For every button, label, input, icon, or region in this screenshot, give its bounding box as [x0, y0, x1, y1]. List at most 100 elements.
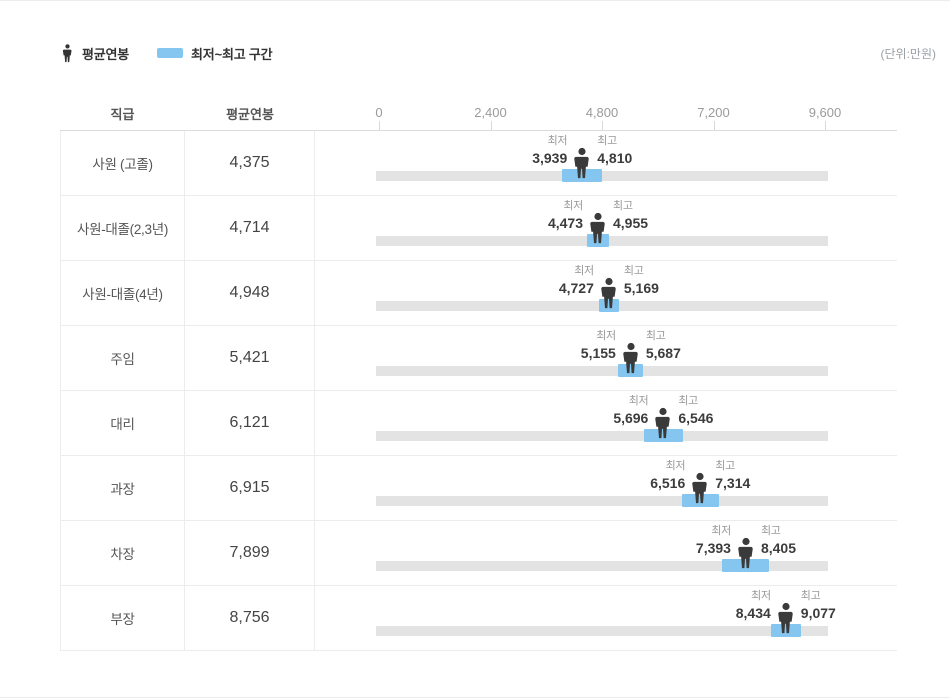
range-swatch-icon — [157, 48, 184, 58]
min-label: 최저 — [574, 265, 594, 277]
max-label: 최고 — [715, 460, 735, 472]
axis-tick-mark — [490, 121, 492, 130]
max-value-block: 최고 7,314 — [715, 460, 751, 491]
min-max-range-bar — [618, 364, 644, 377]
column-header-average-salary: 평균연봉 — [226, 106, 274, 122]
legend-min-max-range: 최저~최고 구간 — [157, 44, 273, 63]
max-value: 6,546 — [678, 410, 714, 426]
min-label: 최저 — [711, 525, 731, 537]
range-chart-cell: 최저 5,696 최고 6,546 — [315, 391, 897, 455]
person-icon — [590, 212, 605, 244]
position-label: 대리 — [61, 391, 185, 455]
max-value: 5,687 — [645, 345, 681, 361]
max-value: 9,077 — [800, 605, 836, 621]
person-icon — [574, 147, 589, 179]
min-value-block: 최저 6,516 — [650, 460, 686, 491]
range-chart-cell: 최저 6,516 최고 7,314 — [315, 456, 897, 520]
table-row: 차장 7,899 최저 7,393 최고 8,405 — [60, 521, 897, 586]
axis-tick-label: 4,800 — [585, 105, 619, 120]
min-value: 6,516 — [650, 475, 686, 491]
axis-tick-label: 0 — [375, 105, 383, 120]
position-label: 과장 — [61, 456, 185, 520]
table-row: 대리 6,121 최저 5,696 최고 6,546 — [60, 391, 897, 456]
max-value-block: 최고 5,169 — [623, 265, 659, 296]
person-icon — [655, 407, 671, 439]
legend-average-salary: 평균연봉 — [60, 43, 130, 63]
min-label: 최저 — [563, 200, 583, 212]
max-value: 8,405 — [760, 540, 797, 556]
max-value: 7,314 — [715, 475, 751, 491]
person-icon — [738, 537, 753, 569]
range-track — [376, 561, 828, 571]
min-label: 최저 — [665, 460, 686, 472]
position-label: 사원 (고졸) — [61, 131, 185, 195]
legend-min-max-range-label: 최저~최고 구간 — [191, 46, 273, 62]
min-label: 최저 — [547, 135, 568, 147]
position-label: 차장 — [61, 521, 185, 585]
legend-average-salary-label: 평균연봉 — [82, 46, 130, 62]
table-row: 사원 (고졸) 4,375 최저 3,939 최고 4,810 — [60, 131, 897, 196]
min-value-block: 최저 5,155 — [581, 330, 616, 361]
range-chart-cell: 최저 5,155 최고 5,687 — [315, 326, 897, 390]
average-salary-value: 4,375 — [185, 131, 315, 195]
min-label: 최저 — [596, 330, 616, 342]
max-label: 최고 — [678, 395, 698, 407]
min-value-block: 최저 7,393 — [696, 525, 731, 556]
max-label: 최고 — [645, 330, 666, 342]
table-row: 주임 5,421 최저 5,155 최고 5,687 — [60, 326, 897, 391]
person-icon — [692, 472, 707, 504]
salary-table: 직급 평균연봉 0 2,400 4,800 7,200 9,600 사원 (고졸) 4,3… — [60, 96, 897, 651]
position-label: 부장 — [61, 586, 185, 650]
min-label: 최저 — [628, 395, 649, 407]
max-value-block: 최고 5,687 — [645, 330, 681, 361]
max-label: 최고 — [613, 200, 633, 212]
average-salary-value: 6,915 — [185, 456, 315, 520]
table-row: 부장 8,756 최저 8,434 최고 9,077 — [60, 586, 897, 651]
min-max-range-bar — [770, 624, 801, 637]
max-label: 최고 — [800, 590, 821, 602]
max-value: 5,169 — [623, 280, 659, 296]
min-value: 4,727 — [558, 280, 594, 296]
max-value: 4,955 — [613, 215, 649, 231]
person-icon — [601, 277, 616, 309]
average-salary-value: 5,421 — [185, 326, 315, 390]
max-value-block: 최고 6,546 — [678, 395, 714, 426]
max-value-block: 최고 9,077 — [800, 590, 836, 621]
table-row: 과장 6,915 최저 6,516 최고 7,314 — [60, 456, 897, 521]
min-value-block: 최저 4,473 — [547, 200, 583, 231]
min-max-range-bar — [681, 494, 719, 507]
position-label: 사원-대졸(2,3년) — [61, 196, 185, 260]
range-track — [376, 431, 828, 441]
axis-tick-mark — [602, 121, 603, 130]
min-value-block: 최저 3,939 — [532, 135, 568, 166]
axis-tick-label: 9,600 — [808, 105, 842, 120]
min-value: 3,939 — [532, 150, 568, 166]
range-track — [376, 366, 828, 376]
min-max-range-bar — [722, 559, 770, 572]
range-track — [376, 626, 828, 636]
average-salary-value: 8,756 — [185, 586, 315, 650]
average-salary-value: 4,714 — [185, 196, 315, 260]
average-salary-value: 6,121 — [185, 391, 315, 455]
max-value-block: 최고 4,955 — [613, 200, 649, 231]
min-max-range-bar — [586, 234, 610, 247]
position-label: 사원-대졸(4년) — [61, 261, 185, 325]
min-value-block: 최저 5,696 — [613, 395, 649, 426]
person-icon — [778, 602, 793, 634]
axis-tick-mark — [713, 121, 715, 130]
min-max-range-bar — [643, 429, 684, 442]
column-header-position: 직급 — [110, 106, 135, 122]
axis-tick-label: 2,400 — [474, 105, 507, 120]
min-max-range-bar — [598, 299, 620, 312]
min-value: 8,434 — [735, 605, 771, 621]
max-label: 최고 — [760, 525, 781, 537]
range-track — [376, 496, 828, 506]
person-icon — [623, 342, 638, 374]
average-salary-value: 4,948 — [185, 261, 315, 325]
min-value: 4,473 — [547, 215, 583, 231]
unit-label: (단위:만원) — [880, 46, 937, 61]
min-max-range-bar — [561, 169, 603, 182]
min-value: 5,696 — [613, 410, 649, 426]
max-label: 최고 — [623, 265, 644, 277]
